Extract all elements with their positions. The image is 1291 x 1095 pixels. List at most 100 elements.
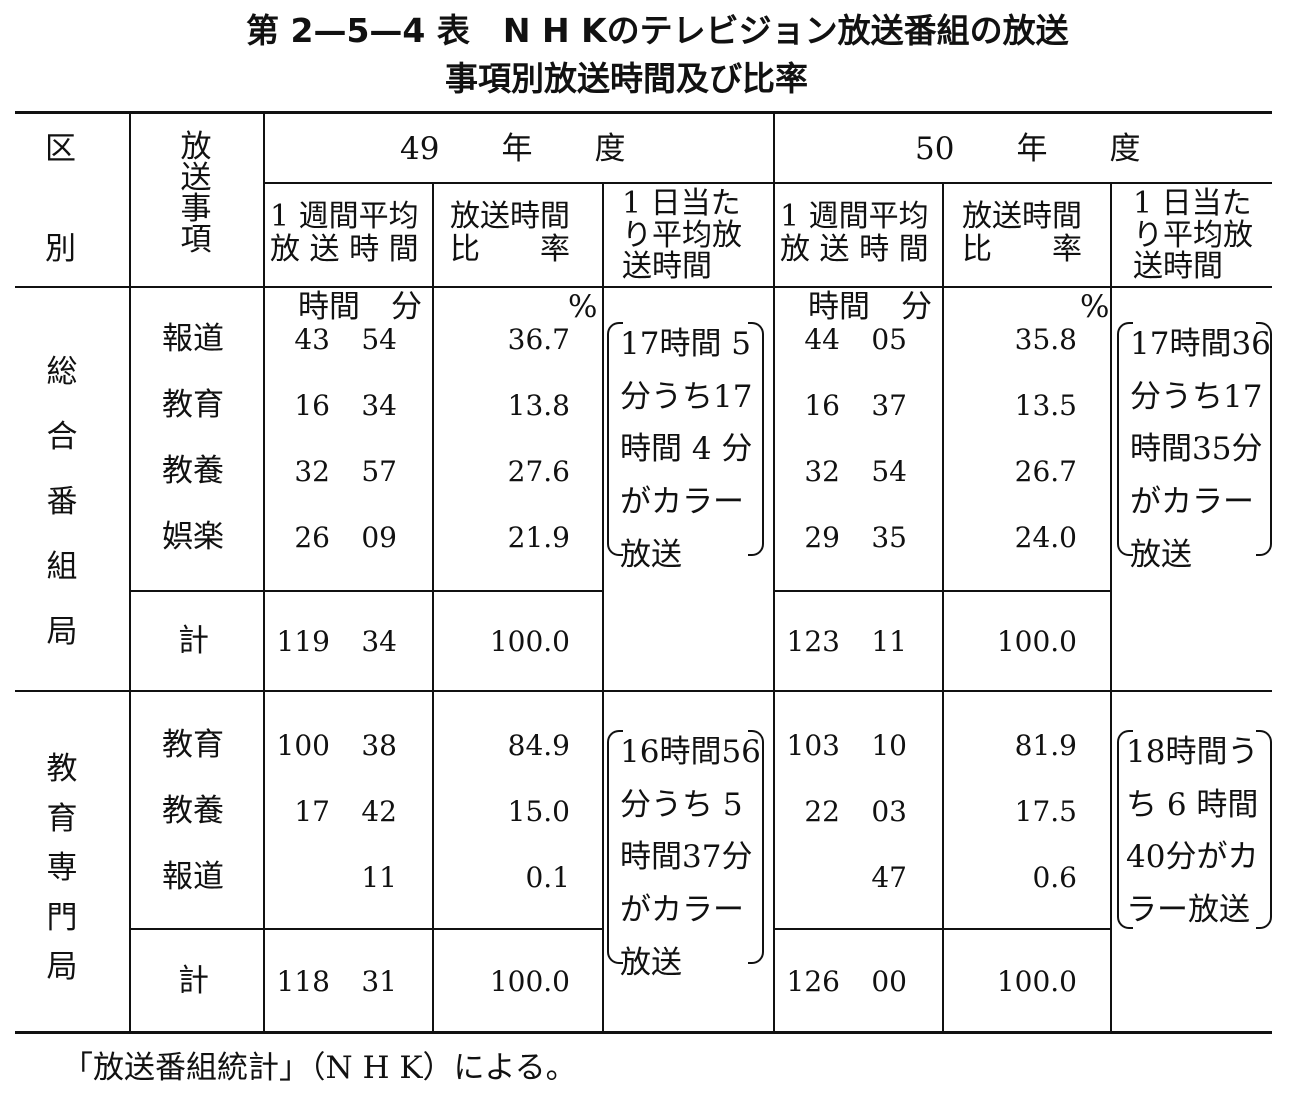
table-top-rule bbox=[15, 111, 1272, 114]
s2-row-2-minutes-49: 11 bbox=[361, 861, 397, 894]
s1-row-2-minutes-49: 57 bbox=[361, 455, 397, 488]
s1-row-0-minutes-50: 05 bbox=[871, 323, 907, 356]
s1-row-1-hours-50: 16 bbox=[804, 389, 840, 422]
s1-row-3-minutes-49: 09 bbox=[361, 521, 397, 554]
s1-row-2-ratio-50: 26.7 bbox=[1014, 455, 1077, 488]
col-rule-1 bbox=[129, 113, 131, 1031]
note49-kyouiku: 16時間56 分うち 5 時間37分 がカラー 放送 bbox=[620, 734, 761, 981]
s1-row-2-hours-49: 32 bbox=[294, 455, 330, 488]
s2-row-0-minutes-50: 10 bbox=[871, 729, 907, 762]
s1-total-row-hours-49: 119 bbox=[276, 625, 330, 658]
col-rule-2 bbox=[263, 113, 265, 1031]
col-rule-4 bbox=[602, 184, 604, 1031]
s2-row-0-ratio-50: 81.9 bbox=[1014, 729, 1077, 762]
s1-row-0-ratio-50: 35.8 bbox=[1014, 323, 1077, 356]
s1-total-row-hours-50: 123 bbox=[786, 625, 840, 658]
s2-row-0-item: 教育 bbox=[162, 727, 224, 763]
s1-row-0-hours-50: 44 bbox=[804, 323, 840, 356]
table-title: 第 2—5—4 表 N H Kのテレビジョン放送番組の放送 bbox=[246, 11, 1069, 50]
header-weekly-49: 1 週間平均放 送 時 間 bbox=[270, 199, 419, 267]
header-daily-50: 1 日当た り平均放 送時間 bbox=[1133, 186, 1253, 284]
header-weekly-50: 1 週間平均放 送 時 間 bbox=[780, 199, 929, 267]
s1-row-0-hours-49: 43 bbox=[294, 323, 330, 356]
header-housou-jikou: 放送事項 bbox=[180, 129, 212, 258]
s1-row-2-minutes-50: 54 bbox=[871, 455, 907, 488]
col-rule-3 bbox=[432, 184, 434, 1031]
s1-row-1-minutes-50: 37 bbox=[871, 389, 907, 422]
s2-total-row-ratio-50: 100.0 bbox=[996, 965, 1077, 998]
header-year-50: 50 年 度 bbox=[915, 131, 1141, 167]
header-year-49: 49 年 度 bbox=[400, 131, 626, 167]
s1-row-1-ratio-50: 13.5 bbox=[1014, 389, 1077, 422]
col-rule-6 bbox=[942, 184, 944, 1031]
s1-row-3-ratio-49: 21.9 bbox=[507, 521, 570, 554]
header-ratio-49: 放送時間比 率 bbox=[450, 199, 570, 267]
section1-total-rule-49 bbox=[130, 590, 602, 592]
s2-row-0-minutes-49: 38 bbox=[361, 729, 397, 762]
s2-total-row-ratio-49: 100.0 bbox=[489, 965, 570, 998]
s1-row-1-item: 教育 bbox=[162, 387, 224, 423]
s1-row-0-item: 報道 bbox=[162, 321, 224, 357]
s2-row-1-ratio-49: 15.0 bbox=[507, 795, 570, 828]
unit-time-49: 時間 分 bbox=[298, 289, 422, 325]
header-ratio-50: 放送時間比 率 bbox=[962, 199, 1082, 267]
header-daily-49: 1 日当た り平均放 送時間 bbox=[622, 186, 742, 284]
table-bottom-rule bbox=[15, 1031, 1272, 1034]
note49-sougou: 17時間 5 分うち17 時間 4 分がカラー 放送 bbox=[620, 326, 753, 573]
header-bottom-rule bbox=[15, 286, 1272, 288]
s2-row-1-hours-49: 17 bbox=[294, 795, 330, 828]
s1-row-3-ratio-50: 24.0 bbox=[1014, 521, 1077, 554]
s2-total-row-minutes-50: 00 bbox=[871, 965, 907, 998]
s2-row-1-hours-50: 22 bbox=[804, 795, 840, 828]
s1-row-1-minutes-49: 34 bbox=[361, 389, 397, 422]
section-name-kyouiku: 教育専門局 bbox=[46, 751, 78, 986]
s2-row-1-item: 教養 bbox=[162, 793, 224, 829]
note49-s1-bracket-right bbox=[748, 322, 764, 556]
note50-sougou: 17時間36 分うち17 時間35分 がカラー 放送 bbox=[1130, 326, 1271, 573]
table-subtitle: 事項別放送時間及び比率 bbox=[445, 59, 808, 98]
note50-s2-bracket-left bbox=[1117, 730, 1133, 929]
section2-total-rule-49 bbox=[130, 928, 602, 930]
s2-row-1-ratio-50: 17.5 bbox=[1014, 795, 1077, 828]
s2-total-row-item: 計 bbox=[178, 963, 209, 999]
s1-row-0-minutes-49: 54 bbox=[361, 323, 397, 356]
s1-row-2-ratio-49: 27.6 bbox=[507, 455, 570, 488]
s1-total-row-minutes-50: 11 bbox=[871, 625, 907, 658]
s2-row-1-minutes-50: 03 bbox=[871, 795, 907, 828]
note50-s1-bracket-left bbox=[1117, 322, 1133, 556]
s2-total-row-hours-50: 126 bbox=[786, 965, 840, 998]
s1-total-row-item: 計 bbox=[178, 623, 209, 659]
s1-row-1-ratio-49: 13.8 bbox=[507, 389, 570, 422]
header-kubun-1: 区 bbox=[45, 131, 76, 167]
note49-s2-bracket-left bbox=[607, 730, 623, 964]
s1-row-3-item: 娯楽 bbox=[162, 519, 224, 555]
note49-s1-bracket-left bbox=[607, 322, 623, 556]
s1-row-3-minutes-50: 35 bbox=[871, 521, 907, 554]
unit-time-50: 時間 分 bbox=[808, 289, 932, 325]
s1-total-row-ratio-50: 100.0 bbox=[996, 625, 1077, 658]
s1-row-3-hours-50: 29 bbox=[804, 521, 840, 554]
year-header-rule bbox=[264, 182, 1272, 184]
note50-kyouiku: 18時間うち 6 時間 40分がカ ラー放送 bbox=[1126, 734, 1259, 929]
s1-row-0-ratio-49: 36.7 bbox=[507, 323, 570, 356]
unit-pct-49: % bbox=[568, 289, 598, 325]
unit-pct-50: % bbox=[1080, 289, 1110, 325]
col-rule-7 bbox=[1110, 184, 1112, 1031]
s1-row-2-hours-50: 32 bbox=[804, 455, 840, 488]
s2-row-1-minutes-49: 42 bbox=[361, 795, 397, 828]
s2-row-2-ratio-49: 0.1 bbox=[525, 861, 570, 894]
section-divider-rule bbox=[15, 690, 1272, 692]
source-note: 「放送番組統計」（N H K）による。 bbox=[62, 1050, 577, 1086]
s1-total-row-ratio-49: 100.0 bbox=[489, 625, 570, 658]
note50-s1-bracket-right bbox=[1256, 322, 1272, 556]
note50-s2-bracket-right bbox=[1256, 730, 1272, 929]
s2-total-row-minutes-49: 31 bbox=[361, 965, 397, 998]
section-name-sougou: 総合番組局 bbox=[46, 354, 78, 651]
header-kubun-2: 別 bbox=[45, 231, 76, 267]
s2-row-2-ratio-50: 0.6 bbox=[1032, 861, 1077, 894]
s2-row-0-ratio-49: 84.9 bbox=[507, 729, 570, 762]
note49-s2-bracket-right bbox=[748, 730, 764, 964]
s1-total-row-minutes-49: 34 bbox=[361, 625, 397, 658]
s1-row-1-hours-49: 16 bbox=[294, 389, 330, 422]
